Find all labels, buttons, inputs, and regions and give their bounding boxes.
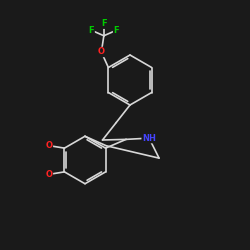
Text: F: F	[101, 19, 107, 28]
Text: NH: NH	[142, 134, 156, 142]
Text: O: O	[46, 170, 52, 179]
Text: O: O	[98, 48, 105, 56]
Text: F: F	[88, 26, 94, 35]
Text: F: F	[114, 26, 119, 35]
Text: O: O	[46, 141, 52, 150]
